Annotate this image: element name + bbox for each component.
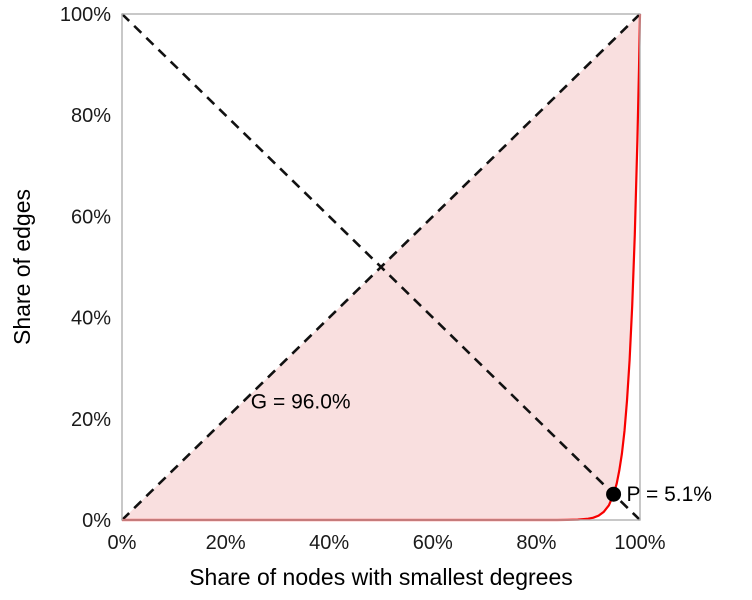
plot-frame xyxy=(121,13,641,521)
intersection-dot xyxy=(606,486,622,502)
x-tick-label: 0% xyxy=(108,532,137,554)
y-tick-label: 80% xyxy=(71,105,111,127)
anti-diagonal xyxy=(121,13,641,521)
x-tick-label: 20% xyxy=(206,532,246,554)
x-tick-label: 100% xyxy=(614,532,665,554)
y-tick-label: 60% xyxy=(71,206,111,228)
gini-annotation: G = 96.0% xyxy=(251,391,351,414)
y-axis-label: Share of edges xyxy=(9,189,35,345)
y-axis-ticks: 0% 20% 40% 60% 80% 100% xyxy=(60,4,111,532)
y-tick-label: 0% xyxy=(82,510,111,532)
x-tick-label: 80% xyxy=(516,532,556,554)
y-tick-label: 20% xyxy=(71,409,111,431)
intersection-annotation: P = 5.1% xyxy=(627,483,712,506)
plot-layers xyxy=(121,13,642,522)
x-axis-ticks: 0% 20% 40% 60% 80% 100% xyxy=(108,532,666,554)
y-tick-label: 40% xyxy=(71,308,111,330)
x-tick-label: 60% xyxy=(413,532,453,554)
y-tick-label: 100% xyxy=(60,4,111,26)
x-tick-label: 40% xyxy=(309,532,349,554)
x-axis-label: Share of nodes with smallest degrees xyxy=(189,564,573,590)
